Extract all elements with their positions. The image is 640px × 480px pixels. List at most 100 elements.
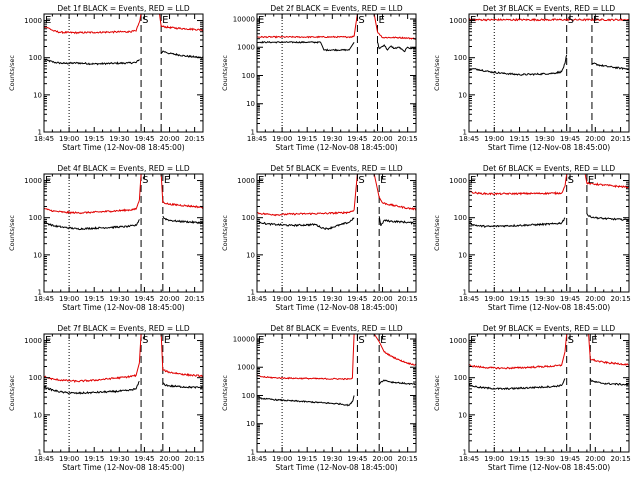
series-lld — [138, 334, 142, 363]
series-lld — [44, 199, 140, 215]
x-axis-label: Start Time (12-Nov-08 18:45:00) — [62, 303, 184, 312]
x-tick-label: 19:15 — [297, 295, 317, 303]
x-tick-label: 20:00 — [159, 455, 179, 463]
y-tick-label: 1 — [38, 289, 42, 297]
plot-frame — [43, 333, 204, 453]
chart-title: Det 9f BLACK = Events, RED = LLD — [483, 324, 616, 333]
x-tick-label: 18:45 — [247, 135, 267, 143]
plot-frame — [256, 333, 417, 453]
series-lld — [564, 334, 568, 352]
x-tick-label: 19:00 — [59, 455, 79, 463]
event-marker: S — [568, 335, 574, 346]
x-tick-label: 19:00 — [484, 135, 504, 143]
traces — [469, 174, 629, 228]
y-tick-label: 1000 — [449, 177, 467, 185]
y-tick-label: 100 — [29, 374, 42, 382]
chart-panel-8: Det 8f BLACK = Events, RED = LLD 1 10 100 10… — [221, 324, 418, 472]
series-lld — [588, 334, 629, 366]
x-tick-label: 19:45 — [134, 455, 154, 463]
x-tick-label: 19:30 — [109, 135, 129, 143]
plot-frame — [43, 13, 204, 133]
chart-title: Det 6f BLACK = Events, RED = LLD — [483, 164, 616, 173]
y-tick-label: 1000 — [24, 17, 42, 25]
x-tick-label: 20:00 — [585, 455, 605, 463]
chart-title: Det 8f BLACK = Events, RED = LLD — [270, 324, 403, 333]
x-tick-label: 19:00 — [484, 455, 504, 463]
x-tick-label: 19:30 — [322, 295, 342, 303]
series-lld — [469, 185, 566, 196]
chart-panel-3: Det 3f BLACK = Events, RED = LLD 1 10 100 10… — [433, 4, 631, 152]
x-tick-label: 19:00 — [59, 135, 79, 143]
x-axis-label: Start Time (12-Nov-08 18:45:00) — [62, 463, 184, 472]
series-lld — [257, 35, 355, 39]
x-tick-label: 19:30 — [535, 455, 555, 463]
chart-panel-7: Det 7f BLACK = Events, RED = LLD 1 10 100 10… — [8, 324, 205, 472]
x-tick-label: 18:45 — [247, 295, 267, 303]
x-axis-label: Start Time (12-Nov-08 18:45:00) — [275, 303, 397, 312]
y-tick-label: 1 — [38, 129, 42, 137]
y-tick-label: 10 — [458, 251, 467, 259]
x-tick-label: 19:00 — [484, 295, 504, 303]
series-lld — [373, 334, 416, 366]
event-marker: E — [162, 15, 168, 26]
series-events — [162, 215, 203, 225]
series-lld — [160, 334, 203, 378]
plot-frame — [468, 173, 630, 293]
x-tick-label: 19:45 — [560, 135, 580, 143]
chart-panel-2: Det 2f BLACK = Events, RED = LLD 1 10 100 10… — [221, 4, 418, 152]
series-lld — [469, 351, 566, 370]
event-marker: E — [470, 15, 476, 26]
x-axis-label: Start Time (12-Nov-08 18:45:00) — [488, 463, 610, 472]
chart-title: Det 7f BLACK = Events, RED = LLD — [57, 324, 190, 333]
y-tick-label: 10 — [246, 100, 255, 108]
y-tick-label: 1000 — [24, 177, 42, 185]
event-marker: E — [470, 335, 476, 346]
y-axis-label: Counts/sec — [8, 55, 16, 91]
chart-panel-6: Det 6f BLACK = Events, RED = LLD 1 10 100 10… — [433, 164, 631, 312]
chart-title: Det 5f BLACK = Events, RED = LLD — [270, 164, 403, 173]
chart-panel-4: Det 4f BLACK = Events, RED = LLD 1 10 100 10… — [8, 164, 205, 312]
y-axis-label: Counts/sec — [433, 215, 441, 251]
series-events — [162, 382, 203, 389]
event-marker: S — [358, 335, 364, 346]
y-tick-label: 10 — [246, 251, 255, 259]
x-tick-label: 19:00 — [272, 135, 292, 143]
y-tick-label: 1 — [463, 289, 467, 297]
series-events — [44, 380, 140, 395]
y-axis-label: Counts/sec — [433, 375, 441, 411]
y-tick-label: 1 — [38, 449, 42, 457]
series-events — [377, 42, 416, 53]
x-tick-label: 19:00 — [272, 295, 292, 303]
x-tick-label: 20:15 — [610, 455, 630, 463]
x-tick-label: 19:45 — [134, 295, 154, 303]
series-events — [44, 219, 140, 231]
x-tick-label: 19:30 — [322, 455, 342, 463]
traces — [257, 174, 416, 231]
series-lld — [257, 374, 353, 381]
x-tick-label: 20:00 — [585, 135, 605, 143]
x-tick-label: 19:15 — [509, 295, 529, 303]
x-tick-label: 19:45 — [347, 135, 367, 143]
x-tick-label: 19:30 — [535, 295, 555, 303]
x-tick-label: 19:30 — [109, 295, 129, 303]
event-marker: E — [380, 335, 386, 346]
x-tick-label: 19:45 — [347, 295, 367, 303]
y-tick-label: 10 — [458, 411, 467, 419]
series-lld — [469, 17, 629, 22]
y-tick-label: 1 — [251, 449, 255, 457]
y-axis-label: Counts/sec — [433, 55, 441, 91]
x-tick-label: 18:45 — [34, 135, 54, 143]
x-tick-label: 20:15 — [185, 135, 205, 143]
series-lld — [351, 334, 355, 379]
series-events — [469, 217, 566, 228]
traces — [44, 334, 203, 395]
traces — [469, 17, 629, 77]
y-tick-label: 10 — [246, 420, 255, 428]
x-tick-label: 18:45 — [459, 455, 479, 463]
x-tick-label: 20:15 — [398, 295, 418, 303]
series-lld — [160, 174, 203, 209]
event-marker: E — [591, 335, 597, 346]
x-tick-label: 19:30 — [322, 135, 342, 143]
y-tick-label: 100 — [242, 392, 255, 400]
